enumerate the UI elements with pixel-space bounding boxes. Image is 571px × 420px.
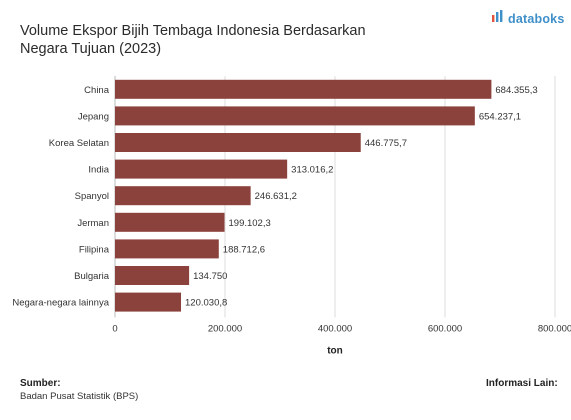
info-label: Informasi Lain: bbox=[486, 378, 558, 389]
value-label: 246.631,2 bbox=[255, 191, 297, 202]
chart-title: Volume Ekspor Bijih Tembaga Indonesia Be… bbox=[20, 23, 366, 57]
value-label: 313.016,2 bbox=[291, 165, 333, 176]
x-tick-label: 200.000 bbox=[208, 323, 242, 334]
category-label: Jepang bbox=[78, 111, 109, 122]
value-label: 134.750 bbox=[193, 271, 227, 282]
category-label: Filipina bbox=[79, 244, 110, 255]
x-axis-label: ton bbox=[327, 345, 343, 356]
bar bbox=[115, 212, 225, 232]
x-tick-label: 800.000 bbox=[538, 323, 571, 334]
value-label: 684.355,3 bbox=[495, 85, 537, 96]
value-label: 446.775,7 bbox=[365, 138, 407, 149]
x-tick-label: 0 bbox=[112, 323, 117, 334]
bar bbox=[115, 266, 190, 285]
bar bbox=[115, 133, 361, 152]
source-label: Sumber: bbox=[20, 378, 61, 389]
bar bbox=[115, 186, 251, 206]
category-label: China bbox=[84, 85, 110, 96]
source-text: Badan Pusat Statistik (BPS) bbox=[20, 391, 139, 402]
category-label: Korea Selatan bbox=[49, 138, 109, 149]
value-label: 188.712,6 bbox=[223, 244, 265, 255]
bar bbox=[115, 79, 492, 99]
brand-logo: databoks bbox=[491, 9, 564, 28]
category-label: Jerman bbox=[77, 218, 109, 229]
brand-name: databoks bbox=[508, 11, 565, 26]
bar bbox=[115, 292, 182, 312]
category-label: Negara-negara lainnya bbox=[12, 298, 109, 309]
category-label: Bulgaria bbox=[74, 271, 110, 282]
x-tick-label: 400.000 bbox=[318, 323, 352, 334]
value-label: 199.102,3 bbox=[229, 218, 271, 229]
x-tick-label: 600.000 bbox=[428, 323, 462, 334]
category-label: Spanyol bbox=[75, 191, 109, 202]
bar bbox=[115, 159, 288, 179]
category-label: India bbox=[88, 165, 109, 176]
databoks-logo-icon bbox=[491, 9, 505, 28]
bar bbox=[115, 239, 219, 259]
value-label: 654.237,1 bbox=[479, 111, 521, 122]
bar bbox=[115, 106, 475, 126]
value-label: 120.030,8 bbox=[185, 298, 227, 309]
